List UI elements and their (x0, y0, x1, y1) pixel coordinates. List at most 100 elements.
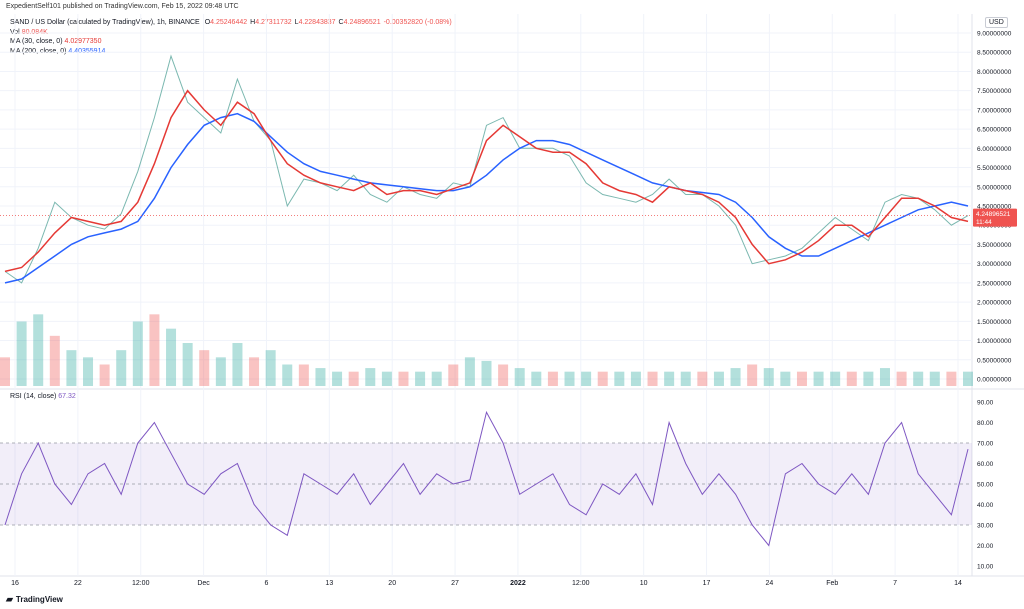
volume-bar (16, 321, 27, 386)
publish-info: ExpedientSelf101 published on TradingVie… (6, 3, 239, 10)
volume-bar (232, 343, 243, 386)
ma200-label: MA (200, close, 0) (10, 47, 67, 55)
volume-bar (813, 371, 824, 386)
price-tick-label: 0.00000000 (977, 377, 1012, 384)
rsi-tick-label: 40.00 (977, 502, 994, 509)
volume-bar (896, 371, 907, 386)
rsi-legend: RSI (14, close) 67.32 (10, 393, 76, 400)
price-tick-label: 2.00000000 (977, 300, 1012, 307)
time-tick-label: Feb (826, 580, 838, 587)
volume-bar (464, 357, 475, 386)
ma200-line (4, 112, 969, 284)
ohlc-key: L (294, 19, 299, 26)
ohlc-key: C (338, 19, 344, 26)
volume-bar (182, 343, 193, 386)
volume-bar (66, 350, 77, 386)
price-tick-label: 6.50000000 (977, 127, 1012, 134)
volume-bar (581, 371, 592, 386)
ma30-label: MA (30, close, 0) (10, 38, 63, 46)
rsi-tick-label: 20.00 (977, 543, 994, 550)
volume-bar (913, 371, 924, 386)
ohlc-item: C4.24896521 (339, 19, 381, 26)
volume-bar (332, 371, 343, 386)
price-tick-label: 5.50000000 (977, 165, 1012, 172)
ohlc-value: 4.27311732 (255, 19, 292, 26)
volume-bar (780, 371, 791, 386)
volume-bar (116, 350, 127, 386)
volume-bar (215, 357, 226, 386)
ma30-value: 4.02977350 (64, 38, 102, 46)
time-tick-label: 10 (640, 580, 648, 587)
price-tick-label: 1.00000000 (977, 338, 1012, 345)
volume-bar (713, 371, 724, 386)
price-tick-label: 3.00000000 (977, 261, 1012, 268)
main-legend: SAND / US Dollar (calculated by TradingV… (10, 18, 452, 56)
volume-bar (99, 364, 110, 386)
volume-bar (431, 371, 442, 386)
volume-bar (730, 368, 741, 386)
rsi-tick-label: 10.00 (977, 564, 994, 571)
rsi-tick-label: 30.00 (977, 523, 994, 530)
volume-bar (166, 328, 177, 386)
volume-bar (597, 371, 608, 386)
volume-bar (481, 360, 492, 386)
price-tick-label: 5.00000000 (977, 184, 1012, 191)
close-price-line (4, 54, 969, 284)
volume-bar (763, 368, 774, 386)
price-tick-label: 0.50000000 (977, 357, 1012, 364)
ma200-value: 4.40355914 (68, 47, 106, 55)
volume-bar (747, 364, 758, 386)
volume-bar (415, 371, 426, 386)
time-tick-label: 22 (74, 580, 82, 587)
brand-name: TradingView (15, 595, 63, 604)
price-tick-label: 4.50000000 (977, 204, 1012, 211)
time-tick-label: 6 (265, 580, 269, 587)
volume-bar (49, 335, 60, 386)
symbol-title: SAND / US Dollar (calculated by TradingV… (10, 19, 200, 26)
volume-bar (564, 371, 575, 386)
time-tick-label: Dec (197, 580, 210, 587)
footer-brand: ▰ TradingView (6, 594, 63, 605)
volume-bar (448, 364, 459, 386)
time-tick-label: 12:00 (572, 580, 590, 587)
ohlc-item: -0.00352820 (-0.08%) (384, 19, 452, 26)
volume-bar (33, 314, 44, 386)
time-tick-label: 17 (703, 580, 711, 587)
time-tick-label: 24 (766, 580, 774, 587)
price-tick-label: 1.50000000 (977, 319, 1012, 326)
volume-bar (282, 364, 293, 386)
volume-bar (614, 371, 625, 386)
volume-bar (647, 371, 658, 386)
vol-value: 80.084K (21, 28, 48, 36)
rsi-tick-label: 50.00 (977, 482, 994, 489)
ohlc-item: O4.25246442 (205, 19, 247, 26)
price-tick-label: 6.00000000 (977, 146, 1012, 153)
volume-bar (298, 364, 309, 386)
ohlc-key: H (250, 19, 256, 26)
volume-bar (929, 371, 940, 386)
ohlc-value: -0.00352820 (-0.08%) (383, 19, 452, 26)
volume-bar (149, 314, 160, 386)
ohlc-item: L4.22843837 (295, 19, 336, 26)
rsi-tick-label: 60.00 (977, 461, 994, 468)
rsi-value: 67.32 (58, 393, 76, 400)
price-tag-box (973, 208, 1017, 227)
time-tick-label: 13 (325, 580, 333, 587)
price-tick-label: 2.50000000 (977, 280, 1012, 287)
time-tick-label: 14 (954, 580, 962, 587)
volume-bar (830, 371, 841, 386)
rsi-label: RSI (14, close) (10, 393, 57, 400)
ohlc-item: H4.27311732 (250, 19, 292, 26)
volume-bar (315, 368, 326, 386)
price-tick-label: 9.00000000 (977, 31, 1012, 38)
volume-bar (514, 368, 525, 386)
currency-button[interactable]: USD (985, 17, 1008, 28)
volume-bar (83, 357, 94, 386)
volume-bar (365, 368, 376, 386)
price-tick-label: 7.50000000 (977, 88, 1012, 95)
volume-bar (630, 371, 641, 386)
rsi-tick-label: 80.00 (977, 420, 994, 427)
ohlc-key: O (204, 19, 211, 26)
ma30-row: MA (30, close, 0) 4.02977350 (10, 37, 452, 47)
